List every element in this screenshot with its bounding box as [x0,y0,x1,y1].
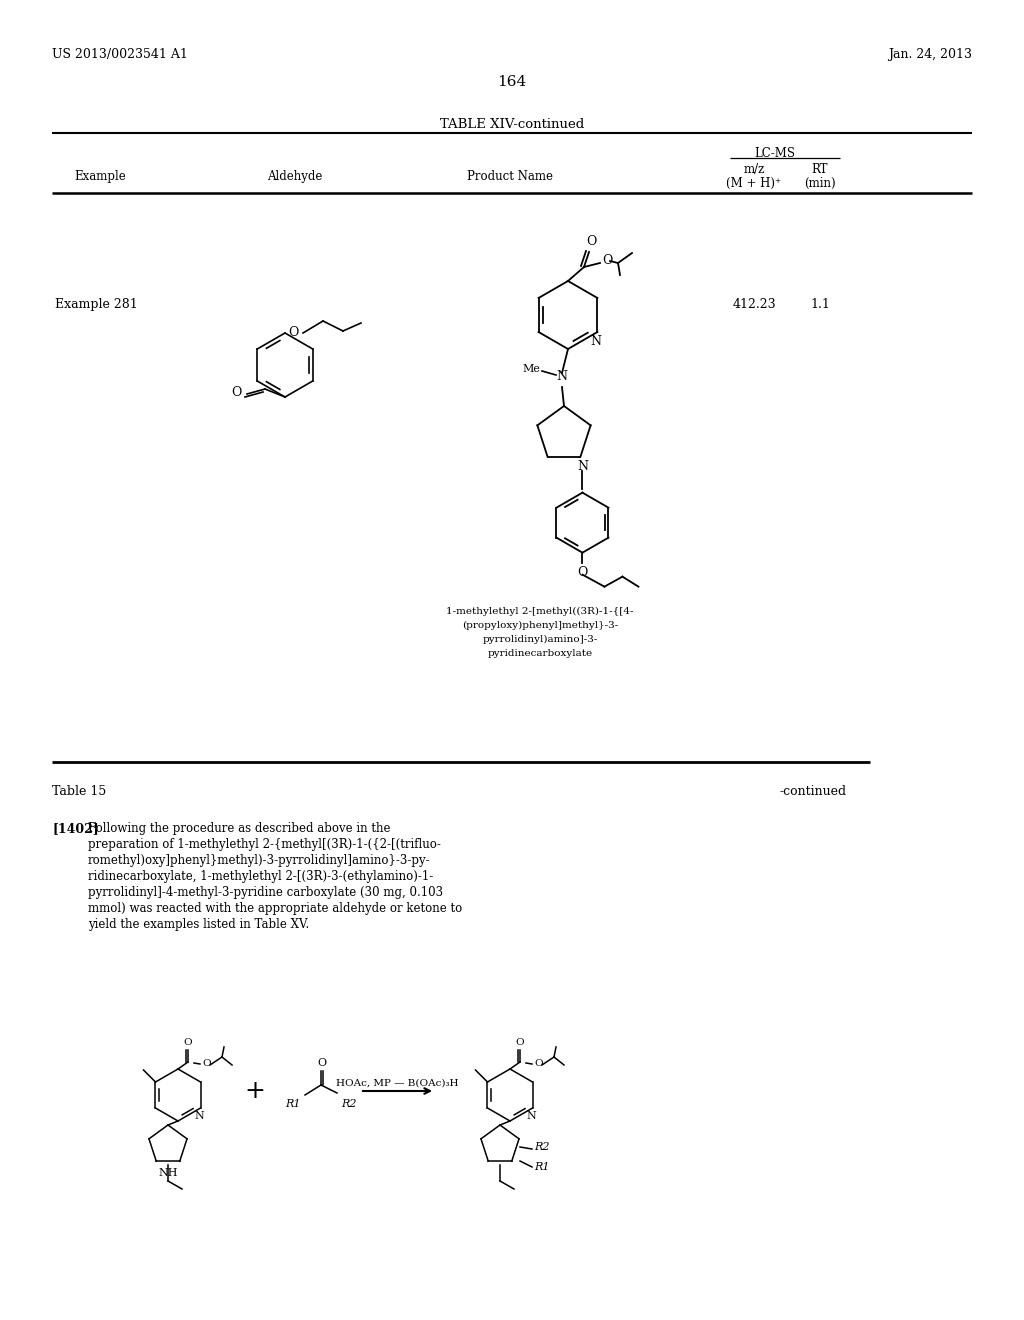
Text: preparation of 1-methylethyl 2-{methyl[(3R)-1-({2-[(trifluo-: preparation of 1-methylethyl 2-{methyl[(… [88,838,441,851]
Text: TABLE XIV-continued: TABLE XIV-continued [440,117,584,131]
Text: NH: NH [159,1168,178,1177]
Text: N: N [577,459,588,473]
Text: -continued: -continued [780,785,847,799]
Text: RT: RT [812,162,828,176]
Text: Following the procedure as described above in the: Following the procedure as described abo… [88,822,390,836]
Text: O: O [288,326,298,339]
Text: +: + [245,1078,265,1104]
Text: R1: R1 [534,1162,550,1172]
Text: (M + H)⁺: (M + H)⁺ [726,177,781,190]
Text: R2: R2 [341,1100,356,1109]
Text: Me: Me [522,364,540,374]
Text: LC-MS: LC-MS [755,147,796,160]
Text: ridinecarboxylate, 1-methylethyl 2-[(3R)-3-(ethylamino)-1-: ridinecarboxylate, 1-methylethyl 2-[(3R)… [88,870,433,883]
Text: 164: 164 [498,75,526,88]
Text: (min): (min) [804,177,836,190]
Text: m/z: m/z [743,162,765,176]
Text: HOAc, MP — B(OAc)₃H: HOAc, MP — B(OAc)₃H [336,1078,459,1088]
Text: Aldehyde: Aldehyde [267,170,323,183]
Text: pyridinecarboxylate: pyridinecarboxylate [487,649,593,657]
Text: 412.23: 412.23 [732,298,776,312]
Text: N: N [590,335,601,348]
Text: yield the examples listed in Table XV.: yield the examples listed in Table XV. [88,917,309,931]
Text: N: N [556,371,567,384]
Text: Table 15: Table 15 [52,785,106,799]
Text: O: O [317,1059,327,1068]
Text: R1: R1 [286,1100,301,1109]
Text: (propyloxy)phenyl]methyl}-3-: (propyloxy)phenyl]methyl}-3- [462,620,618,630]
Text: pyrrolidinyl)amino]-3-: pyrrolidinyl)amino]-3- [482,635,598,644]
Text: N: N [195,1111,205,1121]
Text: N: N [526,1111,537,1121]
Text: O: O [602,255,612,268]
Text: Jan. 24, 2013: Jan. 24, 2013 [888,48,972,61]
Text: US 2013/0023541 A1: US 2013/0023541 A1 [52,48,187,61]
Text: pyrrolidinyl]-4-methyl-3-pyridine carboxylate (30 mg, 0.103: pyrrolidinyl]-4-methyl-3-pyridine carbox… [88,886,443,899]
Text: O: O [586,235,596,248]
Text: O: O [534,1059,543,1068]
Text: Product Name: Product Name [467,170,553,183]
Text: O: O [516,1038,524,1047]
Text: O: O [202,1059,211,1068]
Text: O: O [578,566,588,578]
Text: O: O [183,1038,193,1047]
Text: O: O [231,385,242,399]
Text: 1-methylethyl 2-[methyl((3R)-1-{[4-: 1-methylethyl 2-[methyl((3R)-1-{[4- [446,607,634,616]
Text: mmol) was reacted with the appropriate aldehyde or ketone to: mmol) was reacted with the appropriate a… [88,902,462,915]
Text: Example 281: Example 281 [55,298,138,312]
Text: Example: Example [74,170,126,183]
Text: 1.1: 1.1 [810,298,829,312]
Text: R2: R2 [534,1142,550,1152]
Text: romethyl)oxy]phenyl}methyl)-3-pyrrolidinyl]amino}-3-py-: romethyl)oxy]phenyl}methyl)-3-pyrrolidin… [88,854,431,867]
Text: [1402]: [1402] [52,822,98,836]
